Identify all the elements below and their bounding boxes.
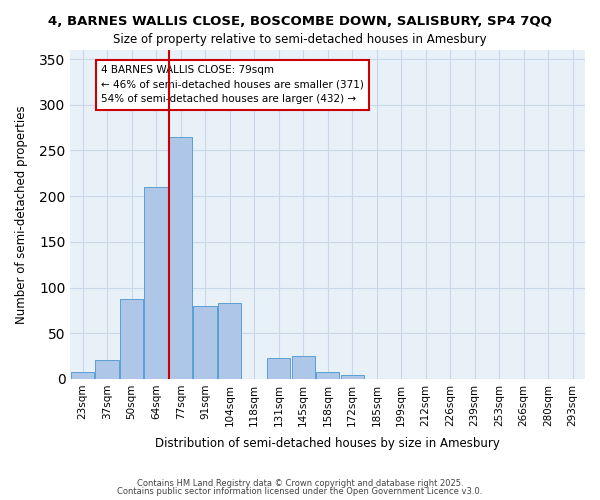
- Bar: [169, 137, 192, 379]
- Bar: [292, 356, 315, 379]
- X-axis label: Distribution of semi-detached houses by size in Amesbury: Distribution of semi-detached houses by …: [155, 437, 500, 450]
- Bar: [218, 303, 241, 379]
- Y-axis label: Number of semi-detached properties: Number of semi-detached properties: [15, 105, 28, 324]
- Text: Contains HM Land Registry data © Crown copyright and database right 2025.: Contains HM Land Registry data © Crown c…: [137, 478, 463, 488]
- Text: 4 BARNES WALLIS CLOSE: 79sqm
← 46% of semi-detached houses are smaller (371)
54%: 4 BARNES WALLIS CLOSE: 79sqm ← 46% of se…: [101, 65, 364, 104]
- Bar: [341, 375, 364, 379]
- Bar: [95, 360, 119, 379]
- Bar: [316, 372, 340, 379]
- Bar: [267, 358, 290, 379]
- Text: Contains public sector information licensed under the Open Government Licence v3: Contains public sector information licen…: [118, 487, 482, 496]
- Bar: [71, 372, 94, 379]
- Text: 4, BARNES WALLIS CLOSE, BOSCOMBE DOWN, SALISBURY, SP4 7QQ: 4, BARNES WALLIS CLOSE, BOSCOMBE DOWN, S…: [48, 15, 552, 28]
- Text: Size of property relative to semi-detached houses in Amesbury: Size of property relative to semi-detach…: [113, 32, 487, 46]
- Bar: [145, 187, 168, 379]
- Bar: [120, 300, 143, 379]
- Bar: [193, 306, 217, 379]
